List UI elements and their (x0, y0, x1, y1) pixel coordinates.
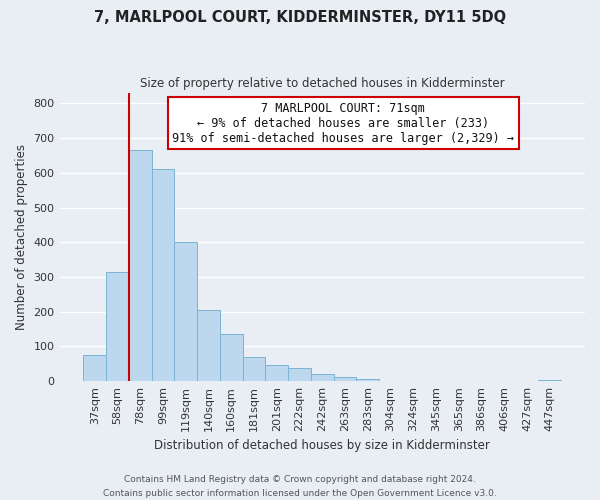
Bar (265, 364, 288, 381)
Bar (334, 377, 356, 381)
X-axis label: Distribution of detached houses by size in Kidderminster: Distribution of detached houses by size … (154, 440, 490, 452)
Text: 7, MARLPOOL COURT, KIDDERMINSTER, DY11 5DQ: 7, MARLPOOL COURT, KIDDERMINSTER, DY11 5… (94, 10, 506, 25)
Bar (197, 310, 220, 381)
Title: Size of property relative to detached houses in Kidderminster: Size of property relative to detached ho… (140, 78, 505, 90)
Bar (106, 272, 129, 381)
Bar (129, 150, 152, 381)
Bar (220, 334, 242, 381)
Bar (311, 374, 334, 381)
Bar (152, 170, 175, 381)
Bar (288, 368, 311, 381)
Bar (83, 355, 106, 381)
Bar (242, 357, 265, 381)
Bar (175, 242, 197, 381)
Bar (356, 380, 379, 381)
Text: Contains HM Land Registry data © Crown copyright and database right 2024.
Contai: Contains HM Land Registry data © Crown c… (103, 476, 497, 498)
Y-axis label: Number of detached properties: Number of detached properties (15, 144, 28, 330)
Bar (538, 380, 561, 381)
Text: 7 MARLPOOL COURT: 71sqm
← 9% of detached houses are smaller (233)
91% of semi-de: 7 MARLPOOL COURT: 71sqm ← 9% of detached… (172, 102, 514, 144)
